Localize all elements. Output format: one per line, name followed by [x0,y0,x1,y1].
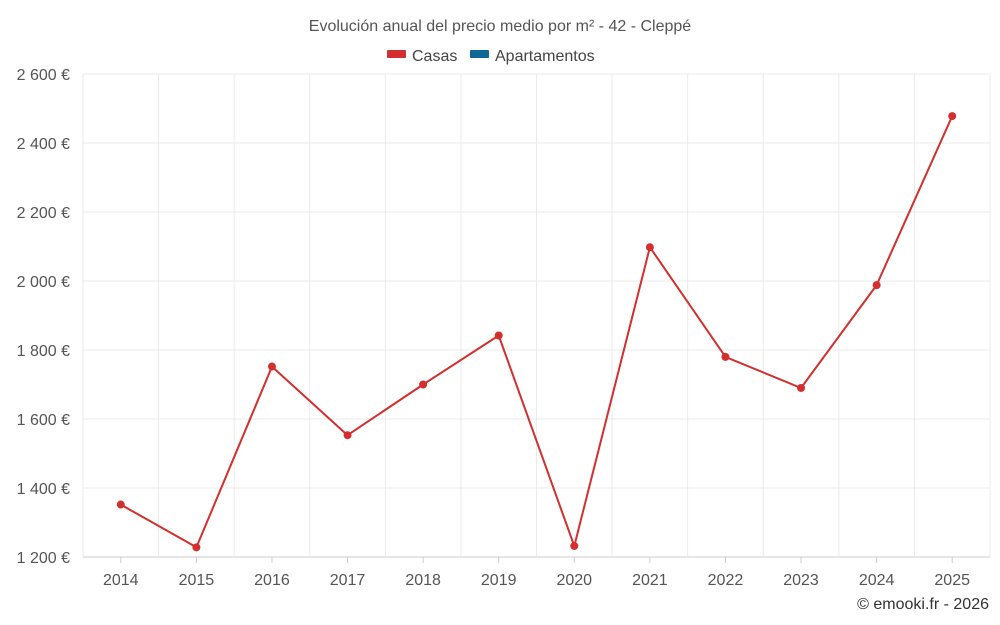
y-tick-label: 2 400 € [17,136,70,153]
x-tick-label: 2021 [632,572,668,589]
x-tick-label: 2024 [859,572,895,589]
x-tick-label: 2023 [783,572,819,589]
x-axis: 2014 2015 2016 2017 2018 2019 2020 2021 2022 2023… [103,557,970,589]
series-layer [116,112,957,552]
x-tick-label: 2020 [556,572,592,589]
data-point-casas[interactable] [797,383,806,392]
y-tick-label: 2 600 € [17,67,70,84]
y-tick-label: 2 200 € [17,205,70,222]
data-point-casas[interactable] [343,431,352,440]
series-line-casas [120,115,954,549]
legend-swatch-apartamentos [470,50,489,58]
grid [82,73,991,558]
y-tick-label: 1 400 € [17,481,70,498]
x-tick-label: 2022 [708,572,744,589]
x-tick-label: 2016 [254,572,290,589]
legend-label-casas: Casas [412,48,457,65]
legend-item-casas[interactable]: Casas [387,48,457,65]
data-point-casas[interactable] [645,243,654,252]
x-tick-label: 2017 [330,572,366,589]
data-point-casas[interactable] [116,500,125,509]
y-tick-label: 1 600 € [17,412,70,429]
y-axis: 1 200 € 1 400 € 1 600 € 1 800 € 2 000 € 2 200… [17,67,70,567]
y-tick-label: 1 800 € [17,343,70,360]
chart-title: Evolución anual del precio medio por m² … [309,18,692,35]
data-point-casas[interactable] [570,541,579,550]
x-tick-label: 2018 [405,572,441,589]
data-point-casas[interactable] [872,281,881,290]
legend-item-apartamentos[interactable]: Apartamentos [470,48,595,65]
x-tick-label: 2014 [103,572,139,589]
x-tick-label: 2015 [179,572,215,589]
data-point-casas[interactable] [948,112,957,121]
y-tick-label: 1 200 € [17,550,70,567]
x-tick-label: 2019 [481,572,517,589]
data-point-casas[interactable] [267,362,276,371]
x-tick-label: 2025 [934,572,970,589]
data-point-casas[interactable] [192,543,201,552]
data-point-casas[interactable] [721,352,730,361]
data-point-casas[interactable] [494,331,503,340]
y-tick-label: 2 000 € [17,274,70,291]
legend: Casas Apartamentos [387,48,595,65]
data-point-casas[interactable] [419,380,428,389]
credit-text[interactable]: © emooki.fr - 2026 [857,596,989,613]
legend-swatch-casas [387,50,406,58]
legend-label-apartamentos: Apartamentos [495,48,595,65]
